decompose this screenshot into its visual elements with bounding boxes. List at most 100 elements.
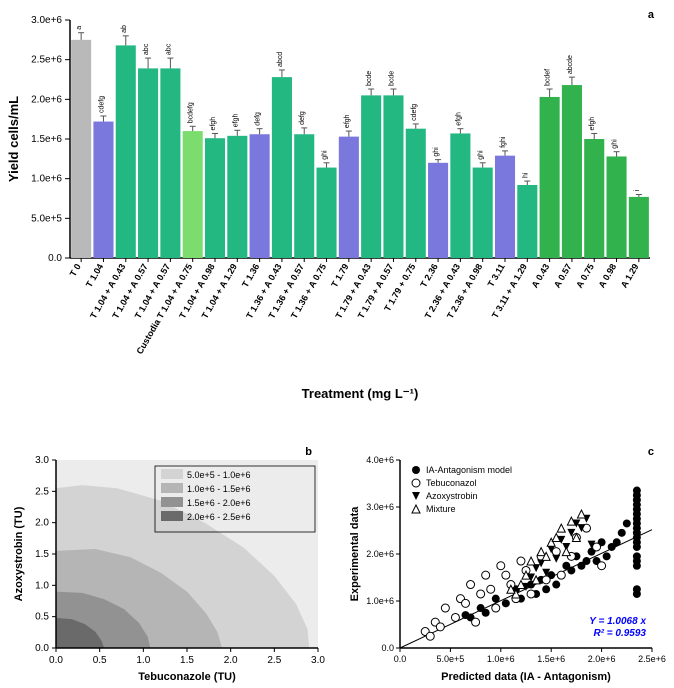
xtick-label: 1.5e+6 [537, 654, 565, 664]
bar [562, 85, 582, 258]
point [603, 552, 611, 560]
ytick-label: 2.5e+6 [31, 55, 62, 66]
point [462, 611, 470, 619]
legend-swatch [161, 469, 183, 479]
point [517, 557, 525, 565]
bar [383, 95, 403, 258]
bar-annot: ghi [322, 150, 329, 160]
point [537, 548, 545, 556]
bar-annot: bcde [388, 71, 395, 86]
point [552, 555, 560, 563]
bar [607, 156, 627, 258]
bar-annot: efgh [344, 114, 351, 128]
bar [450, 133, 470, 258]
bar-annot: ghi [433, 147, 440, 157]
xtick-label: 2.0e+6 [588, 654, 616, 664]
point [467, 581, 475, 589]
bar [428, 163, 448, 258]
bar-annot: efgh [210, 117, 217, 131]
ytick-label: 0.5 [35, 612, 49, 623]
legend-swatch [161, 497, 183, 507]
point [482, 571, 490, 579]
point [542, 585, 550, 593]
bar [584, 139, 604, 258]
bar-annot: abcde [567, 55, 574, 74]
figure-svg: a 0.0 5.0e+5 1.0e+6 1.5e+6 2.0e+6 2.5e+6 3.0e+6… [0, 0, 674, 688]
category-label: T 1.04 [84, 262, 105, 289]
bar-annot: efgh [589, 117, 596, 131]
legend-label: 1.5e+6 - 2.0e+6 [187, 498, 251, 508]
point [598, 562, 606, 570]
bar-annot: hi [522, 172, 529, 178]
xtick-label: 1.0 [136, 655, 150, 666]
bar [294, 134, 314, 258]
legend-label: Tebuconazol [426, 478, 477, 488]
panel-b-ylabel: Azoxystrobin (TU) [13, 506, 25, 601]
ytick-label: 1.0e+6 [31, 174, 62, 185]
category-label: T 1.36 [240, 262, 261, 289]
bar-annot: efgh [455, 112, 462, 126]
ytick-label: 2.0e+6 [366, 549, 394, 559]
bar [160, 68, 180, 258]
ytick-label: 3.0e+6 [366, 502, 394, 512]
xtick-label: 0.0 [49, 655, 63, 666]
point [441, 604, 449, 612]
legend-swatch [161, 483, 183, 493]
point [618, 529, 626, 537]
bar-annot: abc [143, 43, 150, 55]
figure: a 0.0 5.0e+5 1.0e+6 1.5e+6 2.0e+6 2.5e+6 3.0e+6… [0, 0, 674, 688]
category-label: T 0 [68, 262, 83, 278]
category-label: A 0.43 [530, 262, 552, 290]
bar-annot: defg [255, 112, 262, 126]
bar-annot: bcdef [545, 69, 552, 86]
ytick-label: 5.0e+5 [31, 213, 62, 224]
xtick-label: 2.5e+6 [638, 654, 666, 664]
bar [495, 156, 515, 258]
point [557, 524, 565, 532]
legend-label: 5.0e+5 - 1.0e+6 [187, 470, 251, 480]
legend-label: 1.0e+6 - 1.5e+6 [187, 484, 251, 494]
bar [227, 136, 247, 258]
xtick-label: 1.5 [180, 655, 194, 666]
category-label: A 0.98 [597, 262, 619, 290]
point [593, 543, 601, 551]
point [502, 571, 510, 579]
point [492, 595, 500, 603]
bar [183, 131, 203, 258]
bar-annot: i [634, 190, 641, 192]
point [412, 505, 420, 513]
bar-annot: bcdefg [188, 102, 195, 123]
category-label: A 0.57 [552, 262, 574, 290]
bar-annot: cdefg [98, 96, 105, 113]
bar [317, 168, 337, 258]
panel-c-xlabel: Predicted data (IA - Antagonism) [441, 671, 611, 683]
bar [116, 45, 136, 258]
bar-annot: efgh [232, 114, 239, 128]
bar [138, 68, 158, 258]
bar [629, 197, 649, 258]
ytick-label: 0.0 [381, 643, 394, 653]
panel-c-label: c [648, 446, 654, 458]
bar [205, 138, 225, 258]
legend-label: 2.0e+6 - 2.5e+6 [187, 512, 251, 522]
panel-b-label: b [305, 446, 312, 458]
point [608, 543, 616, 551]
point [577, 510, 585, 518]
bar [473, 168, 493, 258]
xtick-label: 5.0e+5 [437, 654, 465, 664]
point [477, 604, 485, 612]
bar-annot: fghi [500, 136, 507, 148]
point [412, 466, 420, 474]
panel-a-label: a [648, 9, 655, 21]
point [633, 562, 641, 570]
point [562, 562, 570, 570]
panel-b-xlabel: Tebuconazole (TU) [138, 671, 236, 683]
fit-text: Y = 1.0068 x [589, 616, 646, 627]
point [577, 562, 585, 570]
category-label: T 2.36 [418, 262, 439, 289]
point [497, 562, 505, 570]
point [633, 590, 641, 598]
ytick-label: 1.5e+6 [31, 134, 62, 145]
ytick-label: 2.0 [35, 518, 49, 529]
bar [339, 137, 359, 258]
